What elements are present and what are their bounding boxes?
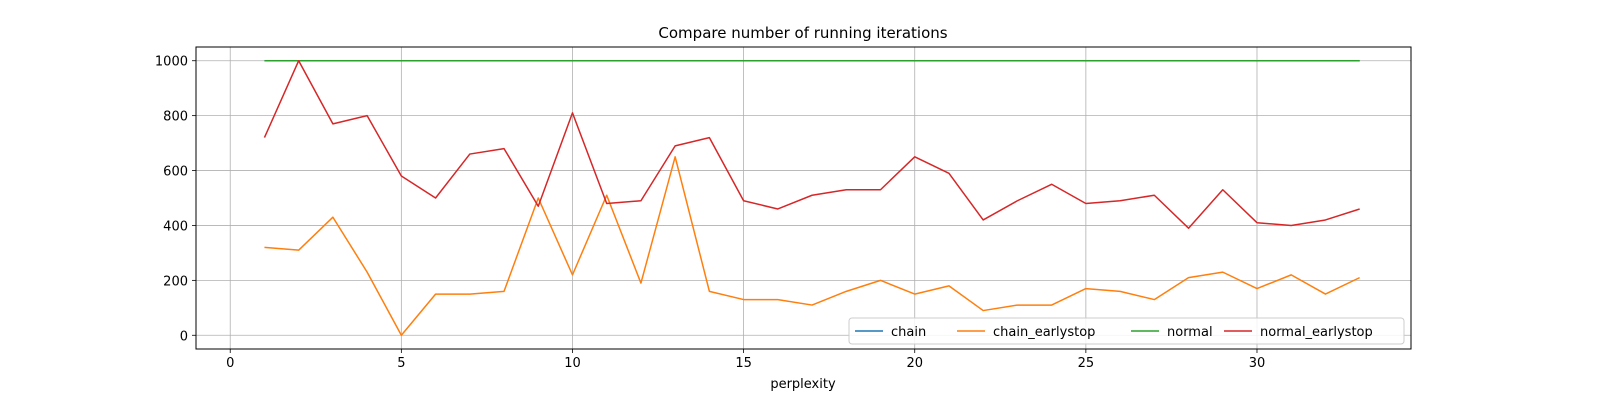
- legend-label-chain: chain: [891, 325, 926, 340]
- plot-frame: [195, 46, 1412, 350]
- y-tick-label: 800: [163, 110, 188, 125]
- y-tick-label: 1000: [155, 55, 188, 70]
- x-axis-label: perplexity: [770, 377, 836, 392]
- legend-label-normal-earlystop: normal_earlystop: [1260, 325, 1373, 340]
- x-tick-label: 10: [564, 356, 581, 371]
- series-line-chain-earlystop: [264, 156, 1360, 337]
- legend-label-normal: normal: [1167, 325, 1213, 340]
- y-tick-label: 0: [180, 329, 188, 344]
- series-line-normal-earlystop: [263, 59, 1360, 229]
- x-tick-label: 15: [735, 356, 752, 371]
- x-tick-label: 20: [906, 356, 923, 371]
- axis-ticks: 0 5 10 15 20 25 30 0 200 400 600 800 1000: [155, 55, 1265, 371]
- x-tick-label: 25: [1078, 356, 1095, 371]
- y-tick-label: 200: [163, 274, 188, 289]
- y-tick-label: 400: [163, 219, 188, 234]
- chart-title: Compare number of running iterations: [658, 24, 947, 42]
- y-tick-label: 600: [163, 165, 188, 180]
- legend-label-chain-earlystop: chain_earlystop: [993, 325, 1095, 340]
- x-tick-label: 5: [397, 356, 405, 371]
- x-tick-label: 0: [226, 356, 234, 371]
- legend: chain chain_earlystop normal normal_earlyst…: [848, 317, 1405, 345]
- series-lines: [263, 59, 1360, 337]
- legend-box: [848, 317, 1405, 345]
- x-tick-label: 30: [1249, 356, 1266, 371]
